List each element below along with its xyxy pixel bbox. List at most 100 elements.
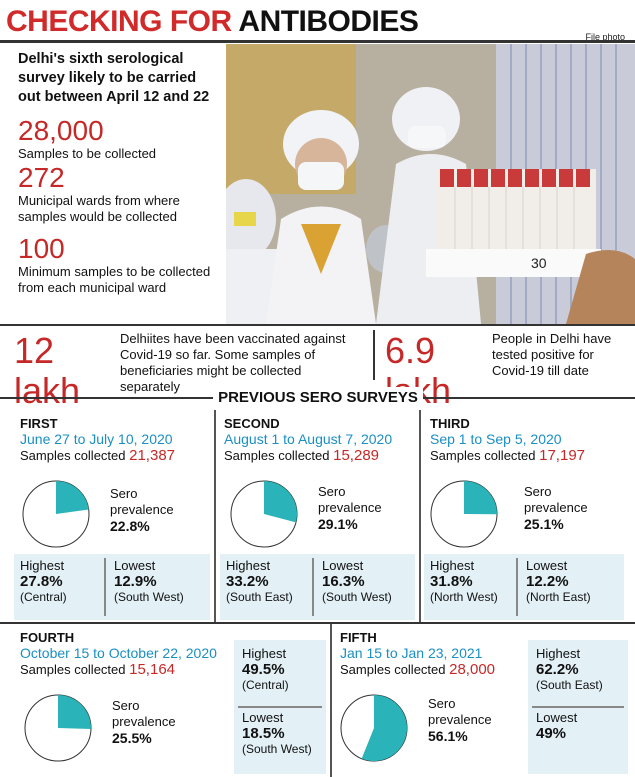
survey-third: THIRD Sep 1 to Sep 5, 2020 Samples colle… <box>430 416 585 464</box>
highest-label: Highest <box>536 646 581 661</box>
stat-wards: 272 Municipal wards from where samples w… <box>18 163 223 225</box>
survey-fourth: FOURTH October 15 to October 22, 2020 Sa… <box>20 630 217 678</box>
lowest-label: Lowest <box>322 558 364 573</box>
divider <box>330 624 332 777</box>
lowest-value: 16.3% <box>322 573 365 590</box>
sero-label: Sero prevalence <box>524 484 588 515</box>
survey-name: FOURTH <box>20 630 75 645</box>
divider <box>516 558 518 616</box>
survey-first: FIRST June 27 to July 10, 2020 Samples c… <box>20 416 175 464</box>
stat-label: Samples to be collected <box>18 146 157 161</box>
pie-chart <box>20 478 92 555</box>
highest-value: 31.8% <box>430 573 473 590</box>
vaccinated-desc: Delhiites have been vaccinated against C… <box>120 331 346 394</box>
headline-part1: CHECKING FOR <box>6 5 232 38</box>
highest-value: 33.2% <box>226 573 269 590</box>
lowest-region: (South West) <box>242 742 312 756</box>
sero-label: Sero prevalence <box>428 696 492 727</box>
sero-prevalence: Sero prevalence 56.1% <box>428 696 503 744</box>
survey-dates: Sep 1 to Sep 5, 2020 <box>430 431 562 447</box>
stat-minimum: 100 Minimum samples to be collected from… <box>18 234 223 296</box>
highest-value: 62.2% <box>536 661 579 678</box>
lowest-value: 49% <box>536 725 567 742</box>
survey-name: FIRST <box>20 416 58 431</box>
tube-rack-label: 30 <box>531 255 547 271</box>
divider <box>532 706 624 708</box>
divider <box>419 410 421 622</box>
highest-value: 27.8% <box>20 573 63 590</box>
lowest-region: (South West) <box>322 590 392 604</box>
pie-chart <box>338 692 410 769</box>
survey-fifth: FIFTH Jan 15 to Jan 23, 2021 Samples col… <box>340 630 495 678</box>
survey-dates: June 27 to July 10, 2020 <box>20 431 173 447</box>
survey-samples: Samples collected 15,164 <box>20 661 176 678</box>
sero-label: Sero prevalence <box>318 484 382 515</box>
divider <box>238 706 322 708</box>
survey-second: SECOND August 1 to August 7, 2020 Sample… <box>224 416 392 464</box>
highest-region: (North West) <box>430 590 498 604</box>
health-workers-illustration: 30 <box>226 44 635 324</box>
stat-value: 28,000 <box>18 115 104 146</box>
lowest-label: Lowest <box>526 558 568 573</box>
pie-slice <box>56 481 89 514</box>
highest-label: Highest <box>226 558 271 573</box>
news-photo: 30 <box>226 44 635 324</box>
survey-dates: August 1 to August 7, 2020 <box>224 431 393 447</box>
highest-value: 49.5% <box>242 661 285 678</box>
sero-value: 29.1% <box>318 516 358 532</box>
lowest-value: 12.9% <box>114 573 157 590</box>
sero-value: 25.1% <box>524 516 564 532</box>
survey-name: THIRD <box>430 416 470 431</box>
lowest-label: Lowest <box>242 710 284 725</box>
file-photo-credit: File photo <box>585 32 625 42</box>
divider <box>214 410 216 622</box>
divider <box>312 558 314 616</box>
pie-chart-svg <box>430 480 498 548</box>
highest-region: (South East) <box>226 590 293 604</box>
lowest-value: 12.2% <box>526 573 569 590</box>
lowest-label: Lowest <box>536 710 578 725</box>
highest-label: Highest <box>430 558 475 573</box>
pie-slice <box>58 695 91 730</box>
headline-part2: ANTIBODIES <box>238 5 419 38</box>
pie-chart <box>428 478 500 555</box>
headline: CHECKING FOR ANTIBODIES <box>6 4 419 40</box>
sero-value: 25.5% <box>112 730 152 746</box>
highest-lowest-box: Highest 33.2% (South East) Lowest 16.3% … <box>220 554 415 620</box>
highest-lowest-box: Highest 49.5% (Central) Lowest 18.5% (So… <box>234 640 326 774</box>
survey-samples: Samples collected 21,387 <box>20 447 176 464</box>
pie-chart <box>228 478 300 555</box>
pie-chart-svg <box>22 480 90 548</box>
sero-prevalence: Sero prevalence 29.1% <box>318 484 393 532</box>
highest-label: Highest <box>20 558 65 573</box>
divider <box>104 558 106 616</box>
vaccinated-value: 12 lakh <box>14 330 81 411</box>
pie-chart-svg <box>24 694 92 762</box>
highest-region: (Central) <box>20 590 67 604</box>
survey-samples: Samples collected 28,000 <box>340 661 496 678</box>
divider <box>0 324 635 326</box>
survey-name: FIFTH <box>340 630 377 645</box>
stat-value: 100 <box>18 233 65 264</box>
pie-chart-svg <box>230 480 298 548</box>
sero-value: 22.8% <box>110 518 150 534</box>
highest-region: (Central) <box>242 678 289 692</box>
section-banner: PREVIOUS SERO SURVEYS <box>0 387 635 409</box>
section-title: PREVIOUS SERO SURVEYS <box>213 387 423 409</box>
sero-label: Sero prevalence <box>112 698 176 729</box>
survey-dates: October 15 to October 22, 2020 <box>20 645 217 661</box>
pie-slice <box>361 695 407 761</box>
survey-dates: Jan 15 to Jan 23, 2021 <box>340 645 483 661</box>
highest-region: (South East) <box>536 678 603 692</box>
survey-name: SECOND <box>224 416 280 431</box>
positive-desc: People in Delhi have tested positive for… <box>492 331 612 378</box>
divider <box>373 330 375 380</box>
pie-slice <box>464 481 498 515</box>
highest-lowest-box: Highest 27.8% (Central) Lowest 12.9% (So… <box>14 554 210 620</box>
sero-prevalence: Sero prevalence 22.8% <box>110 486 185 534</box>
pie-slice <box>264 481 297 523</box>
highest-lowest-box: Highest 62.2% (South East) Lowest 49% <box>528 640 628 774</box>
stat-label: Minimum samples to be collected from eac… <box>18 264 211 295</box>
lowest-region: (North East) <box>526 590 591 604</box>
stat-value: 272 <box>18 162 65 193</box>
